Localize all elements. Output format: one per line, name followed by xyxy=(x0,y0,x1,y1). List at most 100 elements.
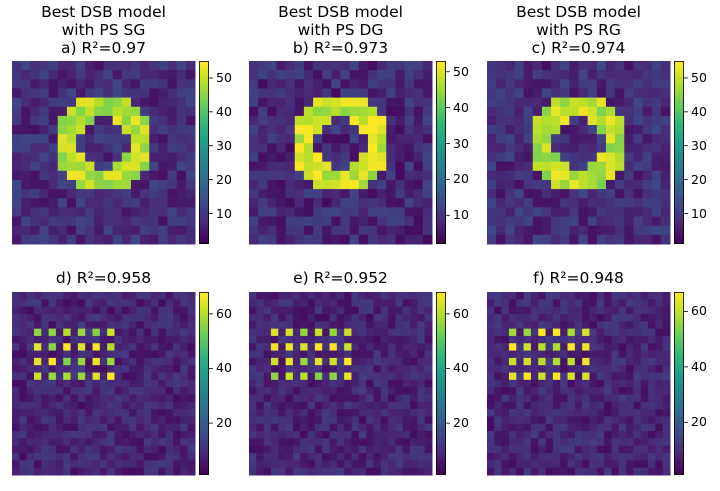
colorbar-segment xyxy=(199,131,209,135)
heatmap-cell xyxy=(149,152,159,163)
heatmap-cell xyxy=(66,152,77,163)
heatmap-cell xyxy=(331,88,341,99)
heatmap-cell xyxy=(285,401,294,410)
heatmap-cell xyxy=(285,416,294,425)
heatmap-cell xyxy=(99,438,108,447)
heatmap-cell xyxy=(66,143,77,153)
heatmap-cell xyxy=(404,79,415,89)
heatmap-cell xyxy=(249,152,259,163)
heatmap-cell xyxy=(487,409,495,417)
heatmap-cell xyxy=(19,423,28,432)
heatmap-cell xyxy=(130,198,141,208)
colorbar-segment xyxy=(199,314,209,318)
colorbar-segment xyxy=(436,365,446,369)
heatmap-cell xyxy=(611,409,620,417)
heatmap-cell xyxy=(285,328,294,337)
heatmap-cell xyxy=(380,365,389,374)
heatmap-cell xyxy=(300,343,309,352)
heatmap-cell xyxy=(395,207,406,218)
heatmap-cell xyxy=(487,97,497,108)
heatmap-cell xyxy=(121,198,132,208)
heatmap-cell xyxy=(648,306,656,315)
heatmap-cell xyxy=(55,379,64,388)
colorbar-segment xyxy=(436,175,446,179)
colorbar-segment xyxy=(436,157,446,160)
heatmap-cell xyxy=(532,134,543,144)
heatmap-cell xyxy=(589,321,598,330)
colorbar-segment xyxy=(436,390,446,394)
heatmap-cell xyxy=(331,198,341,208)
heatmap-cell xyxy=(158,125,169,135)
colorbar-segment xyxy=(199,324,209,327)
colorbar-segment xyxy=(674,175,684,179)
colorbar-segment xyxy=(199,227,209,231)
colorbar-segment xyxy=(199,138,209,142)
heatmap-cell xyxy=(258,207,268,218)
heatmap-cell xyxy=(395,170,406,181)
heatmap-cell xyxy=(386,152,396,163)
heatmap-cell xyxy=(596,125,607,135)
heatmap-cell xyxy=(494,372,503,381)
heatmap-cell xyxy=(349,88,360,99)
heatmap-cell xyxy=(494,387,503,395)
heatmap-cell xyxy=(640,306,649,315)
heatmap-cell xyxy=(538,401,547,410)
heatmap-cell xyxy=(249,216,259,227)
heatmap-cell xyxy=(655,409,664,417)
heatmap-cell xyxy=(314,321,323,330)
heatmap-cell xyxy=(596,387,605,395)
heatmap-cell xyxy=(388,306,396,315)
heatmap-cell xyxy=(604,365,612,374)
heatmap-cell xyxy=(285,313,294,322)
heatmap-cell xyxy=(530,313,539,322)
heatmap-cell xyxy=(314,387,323,395)
heatmap-cell xyxy=(633,143,644,153)
heatmap-cell xyxy=(48,306,57,315)
heatmap-cell xyxy=(33,372,42,381)
heatmap-cell xyxy=(12,379,20,388)
heatmap-cell xyxy=(57,234,68,245)
heatmap-cell xyxy=(582,409,590,417)
heatmap-cell xyxy=(351,328,360,337)
heatmap-cell xyxy=(165,292,174,300)
heatmap-cell xyxy=(560,299,569,308)
heatmap-cell xyxy=(322,313,331,322)
heatmap-cell xyxy=(41,394,50,403)
heatmap-cell xyxy=(173,438,181,447)
heatmap-cell xyxy=(523,394,532,403)
heatmap-cell xyxy=(487,357,495,366)
heatmap-cell xyxy=(487,379,495,388)
heatmap-cell xyxy=(300,416,309,425)
colorbar-segment xyxy=(674,152,684,156)
heatmap-cell xyxy=(85,79,95,89)
heatmap-cell xyxy=(377,143,387,153)
heatmap-cell xyxy=(249,372,257,381)
heatmap-cell xyxy=(66,88,77,99)
heatmap-cell xyxy=(143,401,152,410)
heatmap-cell xyxy=(523,372,532,381)
heatmap-cell xyxy=(107,379,115,388)
heatmap-cell xyxy=(604,445,612,454)
heatmap-cell xyxy=(55,431,64,439)
heatmap-cell xyxy=(94,125,104,135)
heatmap-cell xyxy=(578,198,589,208)
heatmap-cell xyxy=(494,467,503,476)
colorbar-tick-label: 10 xyxy=(691,205,707,221)
heatmap-cell xyxy=(300,460,309,469)
heatmap-cell xyxy=(569,70,579,80)
heatmap-cell xyxy=(12,152,22,163)
heatmap-cell xyxy=(249,409,257,417)
heatmap-cell xyxy=(39,134,50,144)
heatmap-cell xyxy=(256,467,265,476)
heatmap-cell xyxy=(285,357,294,366)
heatmap-cell xyxy=(366,299,374,308)
colorbar-e xyxy=(436,292,450,475)
colorbar-segment xyxy=(436,429,446,433)
heatmap-cell xyxy=(578,216,589,227)
heatmap-cell xyxy=(19,445,28,454)
heatmap-cell xyxy=(640,357,649,366)
heatmap-cell xyxy=(402,423,411,432)
heatmap-cell xyxy=(256,292,265,300)
heatmap-cell xyxy=(395,161,406,172)
heatmap-cell xyxy=(505,198,515,208)
